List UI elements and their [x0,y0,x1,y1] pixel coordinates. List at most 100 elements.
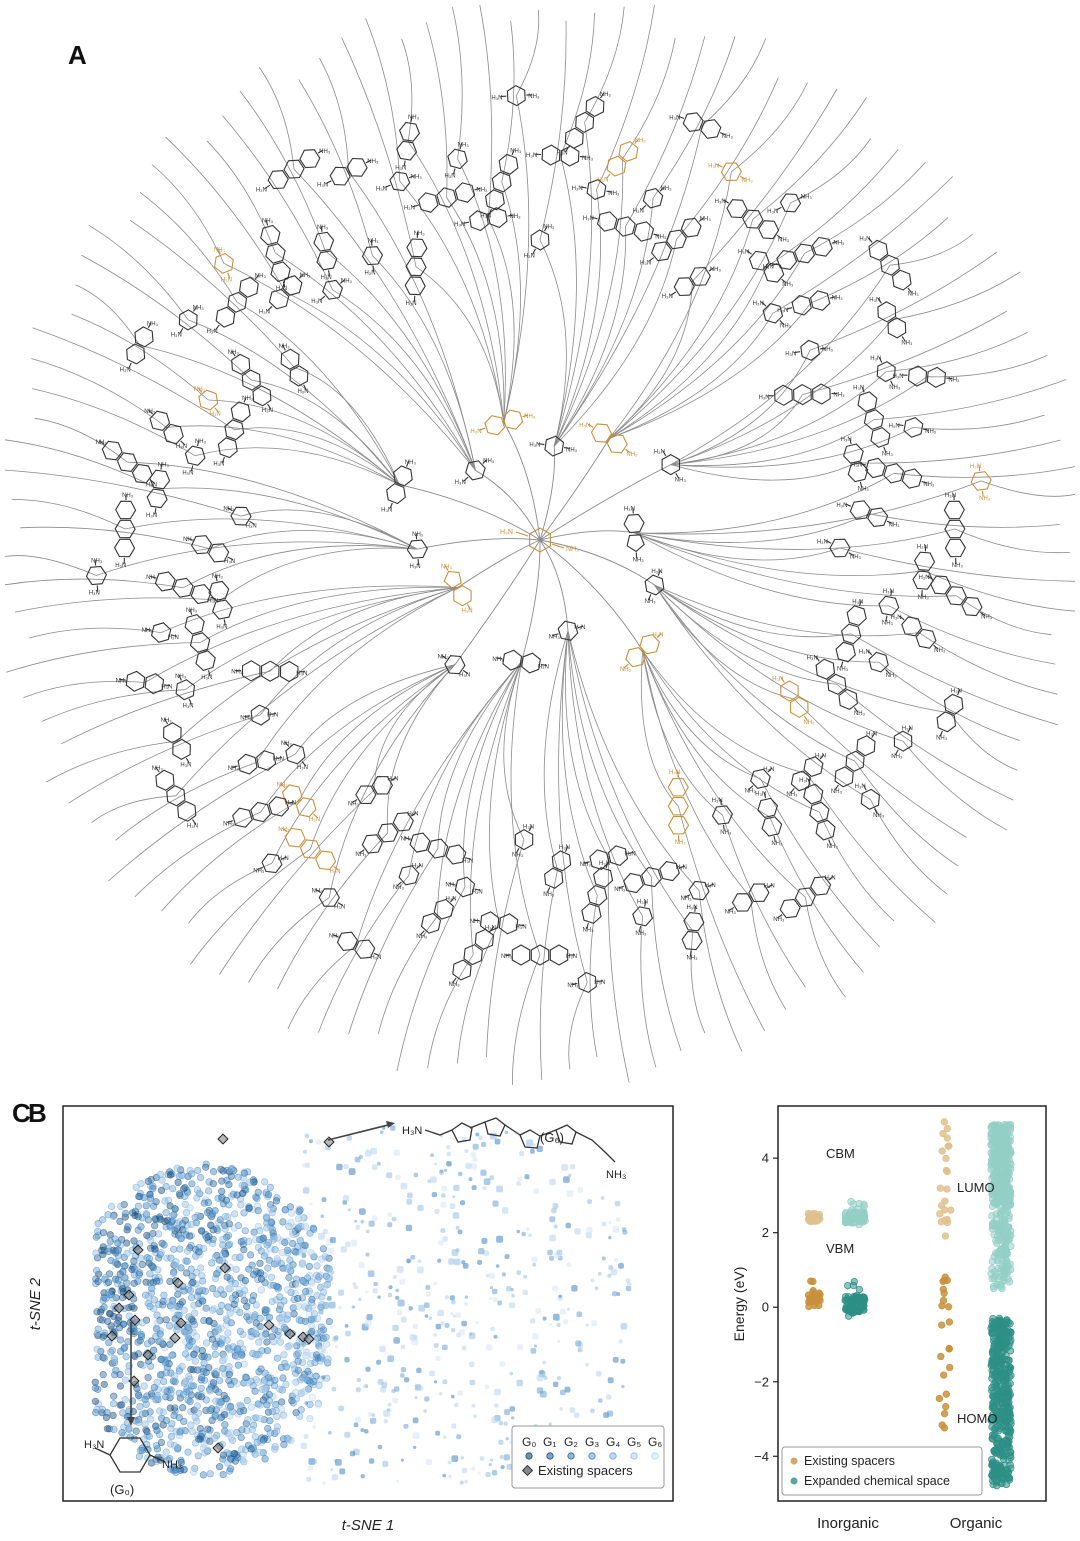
tsne-point [148,1284,156,1292]
tsne-point [121,1396,129,1404]
tree-branch [479,4,493,220]
tsne-point [252,1350,260,1359]
tsne-point [234,1222,242,1230]
tsne-point [148,1337,156,1345]
amine-label: NH₃ [401,837,413,843]
tree-branch [251,379,400,486]
tree-branch [488,661,522,923]
amine-label: NH₃ [782,282,794,288]
tsne-point [318,1255,326,1263]
tsne-point [268,1297,276,1306]
tree-branch [589,895,598,1057]
amine-label: H₃N [407,811,418,817]
amine-label: H₃N [559,845,570,851]
tsne-point [185,1387,193,1395]
tree-branch [596,4,655,190]
tsne-point [281,1238,289,1246]
amine-label: NH₃ [367,159,379,165]
amine-label: NH₃ [952,563,964,569]
tsne-point [212,1397,220,1405]
tsne-point [243,1313,251,1321]
amine-label: NH₃ [393,885,405,891]
tsne-point [489,1175,495,1180]
tsne-point [329,1237,336,1243]
amine-label: NH₃ [175,674,187,680]
tsne-point [178,1171,186,1179]
tsne-point [181,1377,189,1386]
tsne-point [184,1396,192,1404]
tree-branch [88,224,189,321]
tsne-point [297,1376,305,1384]
tsne-point [321,1347,327,1353]
tsne-point [174,1290,182,1298]
g6-molecule [424,1117,616,1163]
amine-label: H₃N [182,470,193,476]
tsne-point [252,1319,260,1327]
category-organic: Organic [950,1515,1003,1532]
energy-point [1002,1176,1011,1184]
tsne-point [252,1267,260,1275]
tsne-point [601,1221,607,1227]
energy-point [988,1264,996,1273]
generation-legend-label: G₁ [543,1435,556,1449]
amine-label: H₃N [817,539,828,545]
tsne-point [440,1321,445,1326]
tsne-point [260,1376,269,1384]
amine-label: NH₃ [470,919,482,925]
tsne-point [547,1249,553,1256]
amine-label: NH₃ [801,195,813,201]
tsne-point [244,1298,252,1307]
tsne-point [177,1456,185,1464]
energy-point [991,1371,999,1380]
energy-point [997,1394,1005,1403]
tree-branch [539,530,635,541]
tsne-point [156,1170,165,1178]
tsne-point [156,1330,164,1338]
tsne-point [147,1415,155,1423]
tsne-point [125,1312,133,1320]
tsne-point [152,1396,160,1404]
tsne-point [364,1319,372,1327]
tsne-point [360,1428,365,1433]
tree-branch [401,38,413,142]
tsne-point [220,1392,228,1400]
tsne-point [322,1228,328,1235]
tree-branch [893,466,1076,478]
tree-branch [295,664,455,755]
amine-label: H₃N [267,713,278,719]
tree-branch [654,584,856,762]
tree-branch [68,714,261,804]
tsne-point [539,1369,544,1375]
tree-branch [539,20,567,241]
tsne-point [403,1423,409,1429]
tree-branch [396,886,466,1072]
tsne-point [226,1309,234,1317]
energy-point [937,1218,945,1226]
tree-branch [386,664,456,833]
amine-label: NH₃ [510,148,522,154]
tsne-point [287,1267,295,1275]
tree-branch [319,57,349,172]
amine-label: NH₃ [279,344,291,350]
tsne-point [472,1143,479,1150]
tsne-point [261,1369,269,1377]
tsne-point [133,1384,141,1393]
tsne-point [618,1339,623,1344]
tsne-point [283,1265,291,1273]
generation-legend-label: G₂ [564,1435,578,1449]
tsne-point [227,1465,235,1473]
amine-label: H₃N [115,563,126,569]
tsne-point [468,1177,473,1182]
g6-arrow [327,1123,393,1141]
tsne-point [549,1255,554,1261]
energy-point [997,1409,1006,1417]
tree-branch [32,388,196,457]
